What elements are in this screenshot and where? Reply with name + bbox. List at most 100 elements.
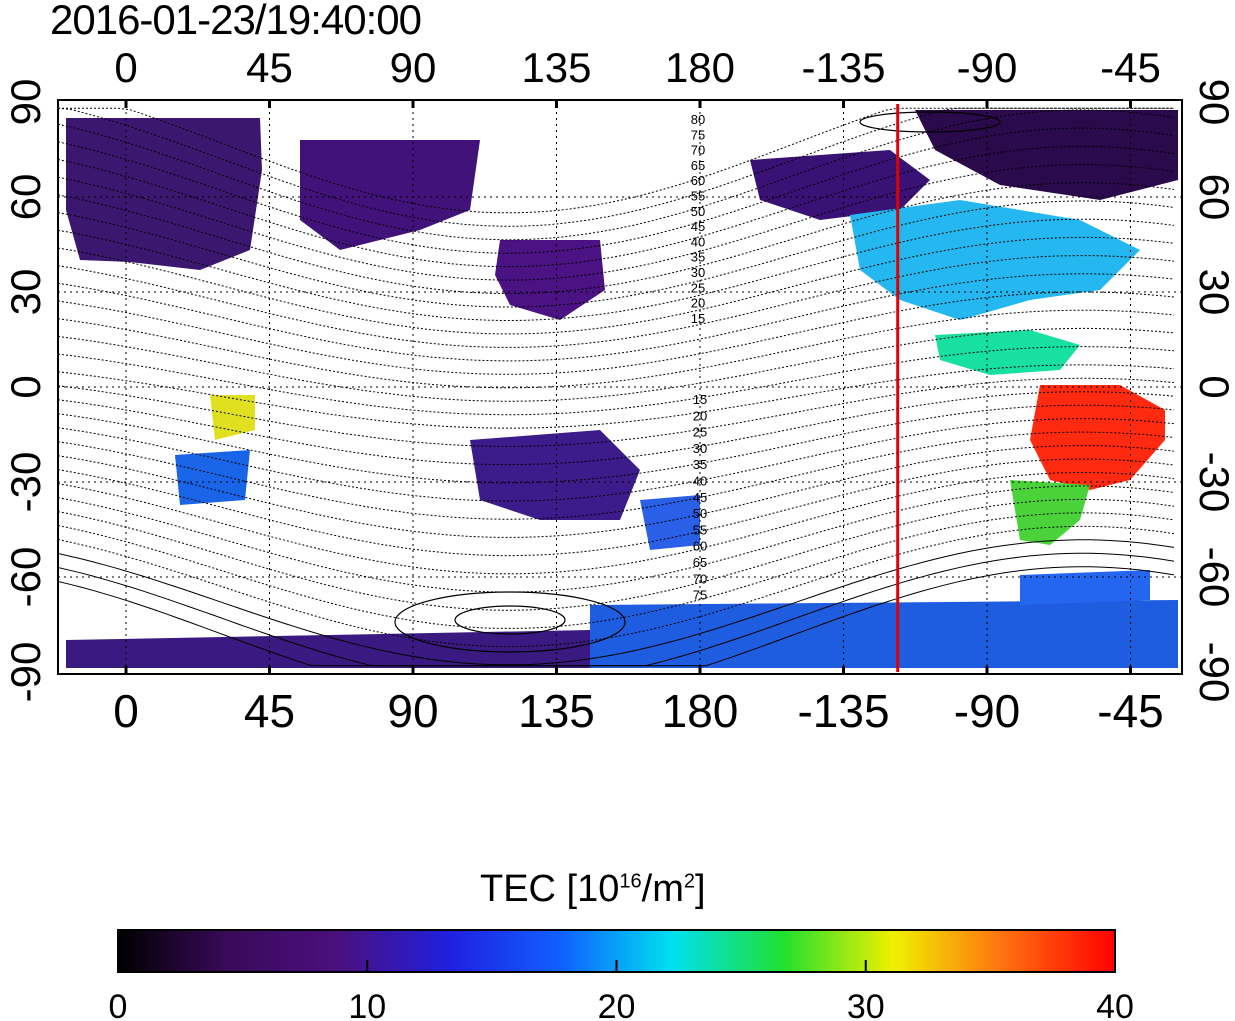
lon-ticks-bottom: 0 45 90 135 180 -135 -90 -45 xyxy=(113,685,1164,737)
contour-line xyxy=(58,145,1175,268)
contour-label: 65 xyxy=(691,158,705,173)
lat-tick-label: -90 xyxy=(2,642,49,703)
tec-region-southern-ocean xyxy=(1020,570,1150,605)
map-frame xyxy=(57,99,1183,675)
contour-label: 50 xyxy=(691,204,705,219)
contour-line xyxy=(58,107,1174,227)
lat-tick-label: -30 xyxy=(2,452,49,513)
contour-line xyxy=(58,309,1175,389)
map-title: 2016-01-23/19:40:00 xyxy=(50,0,422,43)
contour-line xyxy=(58,127,1175,254)
colorbar-title: TEC [1016/m2] xyxy=(480,868,706,910)
contour-line xyxy=(58,364,1175,429)
tec-region-central-america xyxy=(935,330,1080,375)
tec-region-arctic-ne xyxy=(915,110,1178,200)
lat-tick-label: 90 xyxy=(2,79,49,126)
lat-ticks-left: 90 60 30 0 -30 -60 -90 xyxy=(2,79,49,703)
contour-line xyxy=(58,458,1175,557)
lon-tick-label: 135 xyxy=(521,44,591,91)
contour-line xyxy=(58,391,1175,466)
pole-contour xyxy=(394,591,626,653)
colorbar-tick-label: 20 xyxy=(598,988,636,1021)
lon-tick-label: -45 xyxy=(1100,44,1161,91)
contour-line xyxy=(58,291,1175,375)
contour-line xyxy=(58,485,1175,593)
colorbar-ticks: 0 10 20 30 40 xyxy=(109,960,1134,1021)
tec-region-antarctic-west xyxy=(590,600,1178,668)
contour-label: 75 xyxy=(691,127,705,142)
lat-tick-label: -90 xyxy=(1191,642,1235,703)
contour-line xyxy=(58,472,1175,575)
contour-label: 60 xyxy=(691,173,705,188)
contour-label: 65 xyxy=(693,555,707,570)
lon-tick-label: -135 xyxy=(801,44,885,91)
tec-region-north-america xyxy=(850,200,1140,320)
lat-tick-label: 0 xyxy=(1191,375,1235,398)
contour-label: 55 xyxy=(691,189,705,204)
contour-label: 75 xyxy=(693,588,707,603)
contour-label: 60 xyxy=(693,539,707,554)
tec-region-siberia xyxy=(300,140,480,250)
lat-tick-label: 60 xyxy=(2,174,49,221)
lon-tick-label: 90 xyxy=(390,44,437,91)
contour-label: 70 xyxy=(693,571,707,586)
lon-tick-label: 90 xyxy=(387,685,438,737)
contour-line xyxy=(58,512,1175,629)
lat-ticks-right: 90 60 30 0 -30 -60 -90 xyxy=(1191,79,1235,703)
contour-label: 40 xyxy=(693,474,707,489)
lon-ticks-top: 0 45 90 135 180 -135 -90 -45 xyxy=(114,44,1161,91)
colorbar-tick-label: 40 xyxy=(1096,988,1134,1021)
lon-tick-label: -90 xyxy=(957,44,1018,91)
lon-tick-label: 180 xyxy=(662,685,739,737)
tec-region-new-zealand xyxy=(640,495,700,550)
lon-tick-label: 135 xyxy=(518,685,595,737)
tec-region-eurasia-north xyxy=(66,118,262,270)
contour-line xyxy=(58,404,1175,484)
pole-contour xyxy=(454,605,566,635)
contour-line xyxy=(58,377,1175,447)
contour-label: 45 xyxy=(693,490,707,505)
contour-line xyxy=(58,498,1175,611)
contour-line xyxy=(58,200,1175,308)
contour-label: 50 xyxy=(693,506,707,521)
tec-region-south-america xyxy=(1030,385,1165,490)
lon-tick-label: -90 xyxy=(954,685,1020,737)
contour-label: 70 xyxy=(691,143,705,158)
contour-label: 20 xyxy=(693,408,707,423)
contour-label: 20 xyxy=(691,296,705,311)
contour-label: 25 xyxy=(693,425,707,440)
contour-line xyxy=(58,236,1175,335)
contour-label: 15 xyxy=(693,392,707,407)
lon-tick-label: -45 xyxy=(1097,685,1163,737)
lat-tick-label: -60 xyxy=(1191,547,1235,608)
lat-tick-label: -60 xyxy=(2,547,49,608)
tec-region-australia xyxy=(470,430,640,520)
contour-line xyxy=(58,327,1175,402)
contour-label: 55 xyxy=(693,522,707,537)
contour-line xyxy=(58,418,1175,502)
lon-tick-label: 180 xyxy=(665,44,735,91)
lat-tick-label: 60 xyxy=(1191,174,1235,221)
magnetic-contours xyxy=(58,107,1175,667)
tec-region-africa xyxy=(175,450,250,505)
contour-line xyxy=(58,273,1175,362)
tec-region-africa-hot xyxy=(210,395,255,440)
colorbar-tick-label: 30 xyxy=(847,988,885,1021)
contour-label: 35 xyxy=(691,250,705,265)
contour-line xyxy=(58,431,1175,520)
contour-line xyxy=(58,539,1175,666)
contour-line xyxy=(58,218,1175,321)
colorbar-tick-label: 10 xyxy=(348,988,386,1021)
contour-line xyxy=(58,346,1175,416)
lat-tick-label: 30 xyxy=(1191,269,1235,316)
colorbar-tick-label: 0 xyxy=(109,988,128,1021)
contour-label: 15 xyxy=(691,311,705,326)
lat-tick-label: 0 xyxy=(2,375,49,398)
contour-label: 80 xyxy=(691,112,705,127)
lon-tick-label: 0 xyxy=(114,44,137,91)
tec-data-layer xyxy=(66,110,1178,668)
lon-tick-label: 45 xyxy=(246,44,293,91)
